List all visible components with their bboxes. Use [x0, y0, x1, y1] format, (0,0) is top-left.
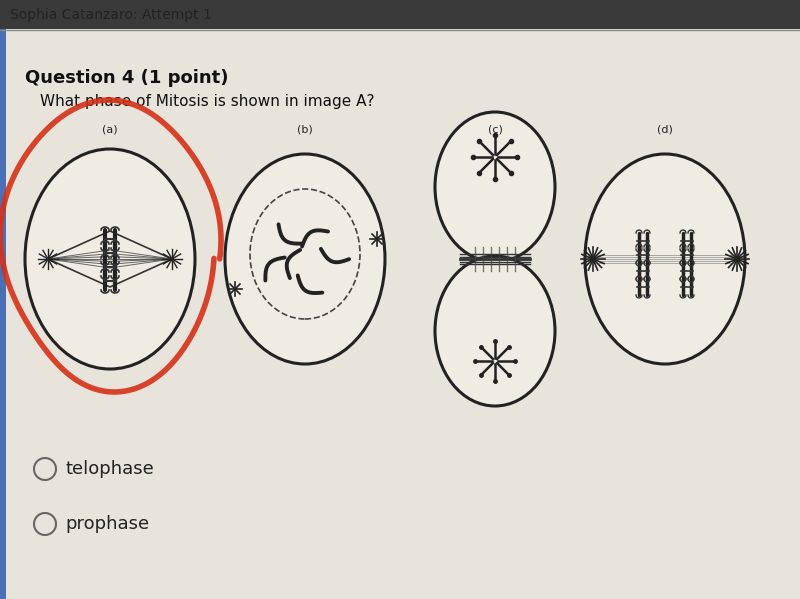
Ellipse shape	[585, 154, 745, 364]
Ellipse shape	[225, 154, 385, 364]
Text: What phase of Mitosis is shown in image A?: What phase of Mitosis is shown in image …	[40, 94, 374, 109]
FancyBboxPatch shape	[0, 0, 800, 29]
Text: Question 4 (1 point): Question 4 (1 point)	[25, 69, 229, 87]
Text: telophase: telophase	[65, 460, 154, 478]
Ellipse shape	[435, 112, 555, 262]
FancyBboxPatch shape	[6, 29, 800, 599]
Ellipse shape	[435, 256, 555, 406]
Text: (a): (a)	[102, 124, 118, 134]
Text: prophase: prophase	[65, 515, 149, 533]
Text: (b): (b)	[297, 124, 313, 134]
Text: (d): (d)	[657, 124, 673, 134]
Ellipse shape	[25, 149, 195, 369]
Text: (c): (c)	[487, 124, 502, 134]
FancyBboxPatch shape	[0, 29, 6, 599]
Text: Sophia Catanzaro: Attempt 1: Sophia Catanzaro: Attempt 1	[10, 8, 212, 22]
